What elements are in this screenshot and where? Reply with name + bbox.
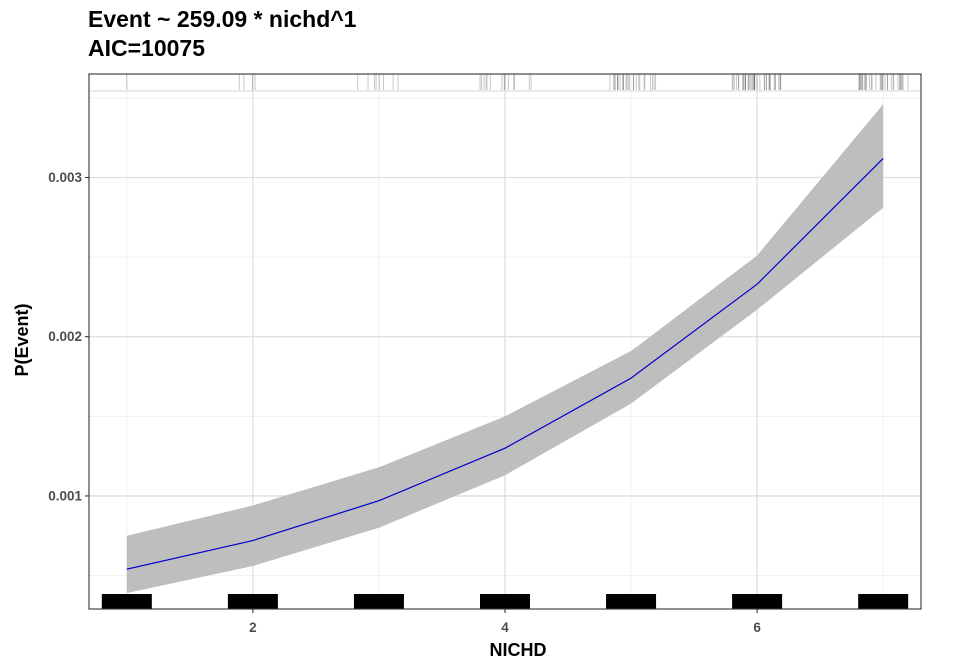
series-line bbox=[126, 157, 884, 570]
bottom-marker bbox=[606, 594, 657, 609]
bottom-marker bbox=[227, 594, 278, 609]
y-tick-label: 0.002 bbox=[48, 329, 82, 344]
bottom-marker bbox=[480, 594, 530, 609]
x-tick-label: 6 bbox=[753, 620, 761, 635]
x-tick-label: 4 bbox=[501, 620, 509, 635]
chart-subtitle: AIC=10075 bbox=[88, 35, 205, 61]
x-tick-label: 2 bbox=[249, 620, 257, 635]
y-axis-title: P(Event) bbox=[12, 303, 32, 376]
bottom-marker bbox=[732, 594, 783, 609]
y-tick-label: 0.003 bbox=[48, 170, 82, 185]
y-tick-label: 0.001 bbox=[48, 488, 82, 503]
confidence-band bbox=[126, 104, 884, 594]
bottom-marker bbox=[858, 594, 909, 609]
chart-title: Event ~ 259.09 * nichd^1 bbox=[88, 6, 357, 32]
bottom-marker bbox=[353, 594, 404, 609]
x-axis-title: NICHD bbox=[490, 640, 547, 660]
bottom-marker bbox=[101, 594, 152, 609]
